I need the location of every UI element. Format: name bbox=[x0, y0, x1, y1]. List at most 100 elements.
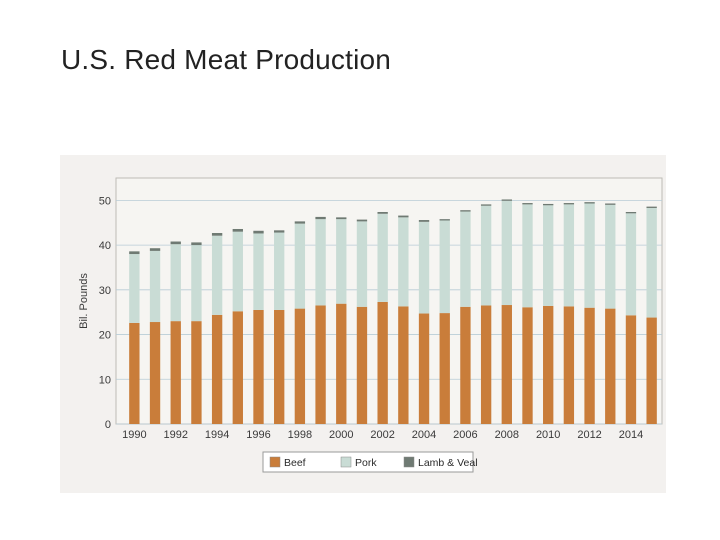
bar-beef bbox=[605, 308, 616, 424]
bar-pork bbox=[460, 211, 471, 307]
y-tick-label: 40 bbox=[99, 240, 111, 252]
bars bbox=[129, 199, 657, 424]
bar-beef bbox=[543, 305, 554, 424]
x-tick-label: 2014 bbox=[619, 429, 643, 441]
bar-lamb-veal bbox=[170, 241, 181, 245]
legend-swatch-beef bbox=[269, 456, 281, 468]
legend-label-pork: Pork bbox=[355, 457, 377, 469]
bar-lamb-veal bbox=[191, 242, 202, 246]
y-tick-label: 0 bbox=[105, 419, 111, 431]
bar-beef bbox=[460, 306, 471, 424]
bar-pork bbox=[129, 254, 140, 323]
y-tick-label: 50 bbox=[99, 195, 111, 207]
x-tick-label: 2008 bbox=[495, 429, 519, 441]
bar-beef bbox=[439, 313, 450, 424]
x-tick-label: 2004 bbox=[412, 429, 436, 441]
bar-beef bbox=[149, 322, 161, 424]
bar-lamb-veal bbox=[439, 219, 450, 221]
legend-label-lamb-veal: Lamb & Veal bbox=[418, 457, 478, 469]
bar-pork bbox=[398, 217, 409, 307]
bar-pork bbox=[584, 203, 595, 308]
bar-beef bbox=[584, 307, 595, 424]
chart-panel: 0 10 20 30 40 50 1990 1992 1994 1996 1998 2000 2002… bbox=[60, 155, 666, 493]
x-tick-label: 2006 bbox=[453, 429, 477, 441]
bar-lamb-veal bbox=[274, 230, 285, 233]
bar-pork bbox=[253, 233, 264, 310]
x-tick-label: 2002 bbox=[370, 429, 394, 441]
bar-lamb-veal bbox=[543, 203, 554, 206]
bar-beef bbox=[480, 305, 492, 424]
bar-lamb-veal bbox=[584, 202, 595, 204]
bar-pork bbox=[418, 221, 430, 314]
legend-box bbox=[262, 451, 474, 473]
bar-lamb-veal bbox=[625, 211, 637, 214]
x-tick-label: 1994 bbox=[205, 429, 229, 441]
bar-beef bbox=[211, 314, 223, 424]
bar-lamb-veal bbox=[460, 210, 471, 212]
bar-pork bbox=[522, 204, 533, 308]
x-tick-label: 2010 bbox=[536, 429, 560, 441]
bar-beef bbox=[170, 321, 181, 424]
legend-label-beef: Beef bbox=[284, 457, 306, 469]
bar-pork bbox=[605, 204, 616, 309]
y-axis-ticks: 0 10 20 30 40 50 bbox=[99, 195, 111, 431]
bar-pork bbox=[501, 200, 512, 306]
bar-pork bbox=[149, 250, 161, 323]
bar-lamb-veal bbox=[211, 233, 223, 236]
y-tick-label: 10 bbox=[99, 374, 111, 386]
bar-beef bbox=[232, 311, 243, 424]
bar-beef bbox=[418, 313, 430, 424]
y-axis-label: Bil. Pounds bbox=[78, 273, 90, 329]
bar-pork bbox=[377, 213, 388, 302]
bar-beef bbox=[315, 305, 326, 424]
x-tick-label: 1998 bbox=[288, 429, 312, 441]
bar-lamb-veal bbox=[418, 220, 430, 222]
bar-beef bbox=[191, 321, 202, 424]
bar-pork bbox=[336, 219, 347, 304]
bar-lamb-veal bbox=[501, 199, 512, 201]
bar-lamb-veal bbox=[294, 221, 306, 224]
bar-lamb-veal bbox=[398, 215, 409, 218]
legend: Beef Pork Lamb & Veal bbox=[269, 456, 478, 469]
bar-lamb-veal bbox=[356, 219, 368, 222]
x-tick-label: 1990 bbox=[122, 429, 146, 441]
bar-lamb-veal bbox=[149, 248, 161, 251]
bar-beef bbox=[253, 309, 264, 424]
bar-beef bbox=[563, 306, 575, 424]
bar-pork bbox=[232, 231, 243, 312]
bar-beef bbox=[501, 305, 512, 424]
bar-beef bbox=[294, 308, 306, 424]
y-tick-label: 30 bbox=[99, 285, 111, 297]
bar-lamb-veal bbox=[522, 203, 533, 205]
legend-swatch-pork bbox=[340, 456, 352, 468]
bar-lamb-veal bbox=[605, 203, 616, 205]
bar-beef bbox=[356, 306, 368, 424]
slide-title: U.S. Red Meat Production bbox=[61, 44, 392, 75]
bar-pork bbox=[294, 223, 306, 309]
bar-lamb-veal bbox=[377, 211, 388, 214]
bar-lamb-veal bbox=[129, 251, 140, 255]
bar-pork bbox=[356, 221, 368, 307]
y-tick-label: 20 bbox=[99, 330, 111, 342]
bar-lamb-veal bbox=[315, 216, 326, 220]
bar-beef bbox=[336, 303, 347, 424]
bar-pork bbox=[274, 232, 285, 310]
bar-lamb-veal bbox=[336, 217, 347, 220]
x-axis-ticks: 1990 1992 1994 1996 1998 2000 2002 2004 2006 2008… bbox=[122, 429, 643, 441]
legend-swatch-lamb-veal bbox=[403, 456, 415, 468]
bar-beef bbox=[522, 307, 533, 424]
bar-pork bbox=[211, 235, 223, 315]
bar-lamb-veal bbox=[563, 203, 575, 205]
bar-beef bbox=[274, 309, 285, 424]
bar-lamb-veal bbox=[232, 228, 243, 232]
bar-pork bbox=[646, 207, 657, 318]
bar-beef bbox=[398, 306, 409, 424]
bar-pork bbox=[480, 205, 492, 306]
bar-pork bbox=[439, 220, 450, 314]
x-tick-label: 2000 bbox=[329, 429, 353, 441]
stacked-bar-chart: 0 10 20 30 40 50 1990 1992 1994 1996 1998 2000 2002… bbox=[60, 155, 666, 493]
x-tick-label: 1992 bbox=[163, 429, 187, 441]
bar-lamb-veal bbox=[646, 206, 657, 208]
x-tick-label: 1996 bbox=[246, 429, 270, 441]
bar-pork bbox=[543, 205, 554, 306]
